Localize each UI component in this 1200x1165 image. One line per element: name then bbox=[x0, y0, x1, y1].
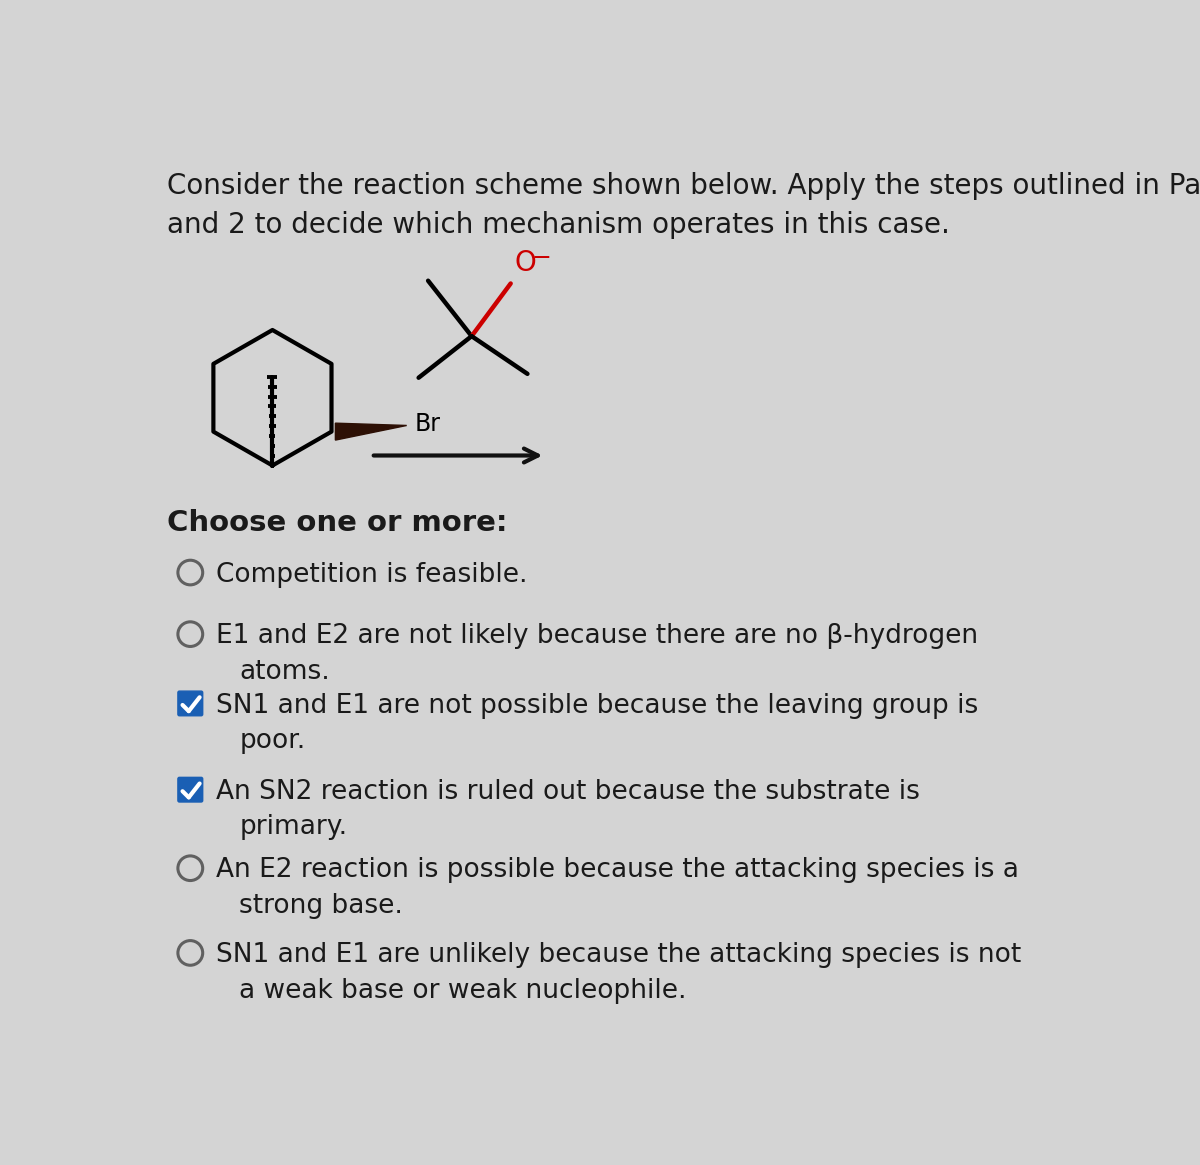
Text: and 2 to decide which mechanism operates in this case.: and 2 to decide which mechanism operates… bbox=[167, 211, 950, 239]
Text: E1 and E2 are not likely because there are no β-hydrogen: E1 and E2 are not likely because there a… bbox=[216, 623, 978, 649]
Polygon shape bbox=[335, 423, 407, 440]
Text: Consider the reaction scheme shown below. Apply the steps outlined in Parts 1: Consider the reaction scheme shown below… bbox=[167, 172, 1200, 200]
FancyBboxPatch shape bbox=[178, 777, 203, 802]
Text: SN1 and E1 are not possible because the leaving group is: SN1 and E1 are not possible because the … bbox=[216, 693, 978, 719]
Text: poor.: poor. bbox=[239, 728, 305, 754]
Text: Choose one or more:: Choose one or more: bbox=[167, 509, 508, 537]
Text: An SN2 reaction is ruled out because the substrate is: An SN2 reaction is ruled out because the… bbox=[216, 779, 919, 805]
FancyBboxPatch shape bbox=[178, 691, 203, 715]
Text: a weak base or weak nucleophile.: a weak base or weak nucleophile. bbox=[239, 977, 686, 1003]
Text: Br: Br bbox=[414, 412, 440, 436]
Text: primary.: primary. bbox=[239, 814, 347, 840]
Text: O: O bbox=[515, 249, 536, 277]
Text: An E2 reaction is possible because the attacking species is a: An E2 reaction is possible because the a… bbox=[216, 857, 1019, 883]
Text: −: − bbox=[532, 246, 551, 269]
Text: strong base.: strong base. bbox=[239, 892, 403, 919]
Text: SN1 and E1 are unlikely because the attacking species is not: SN1 and E1 are unlikely because the atta… bbox=[216, 942, 1021, 968]
Text: atoms.: atoms. bbox=[239, 658, 330, 685]
Text: Competition is feasible.: Competition is feasible. bbox=[216, 562, 527, 588]
